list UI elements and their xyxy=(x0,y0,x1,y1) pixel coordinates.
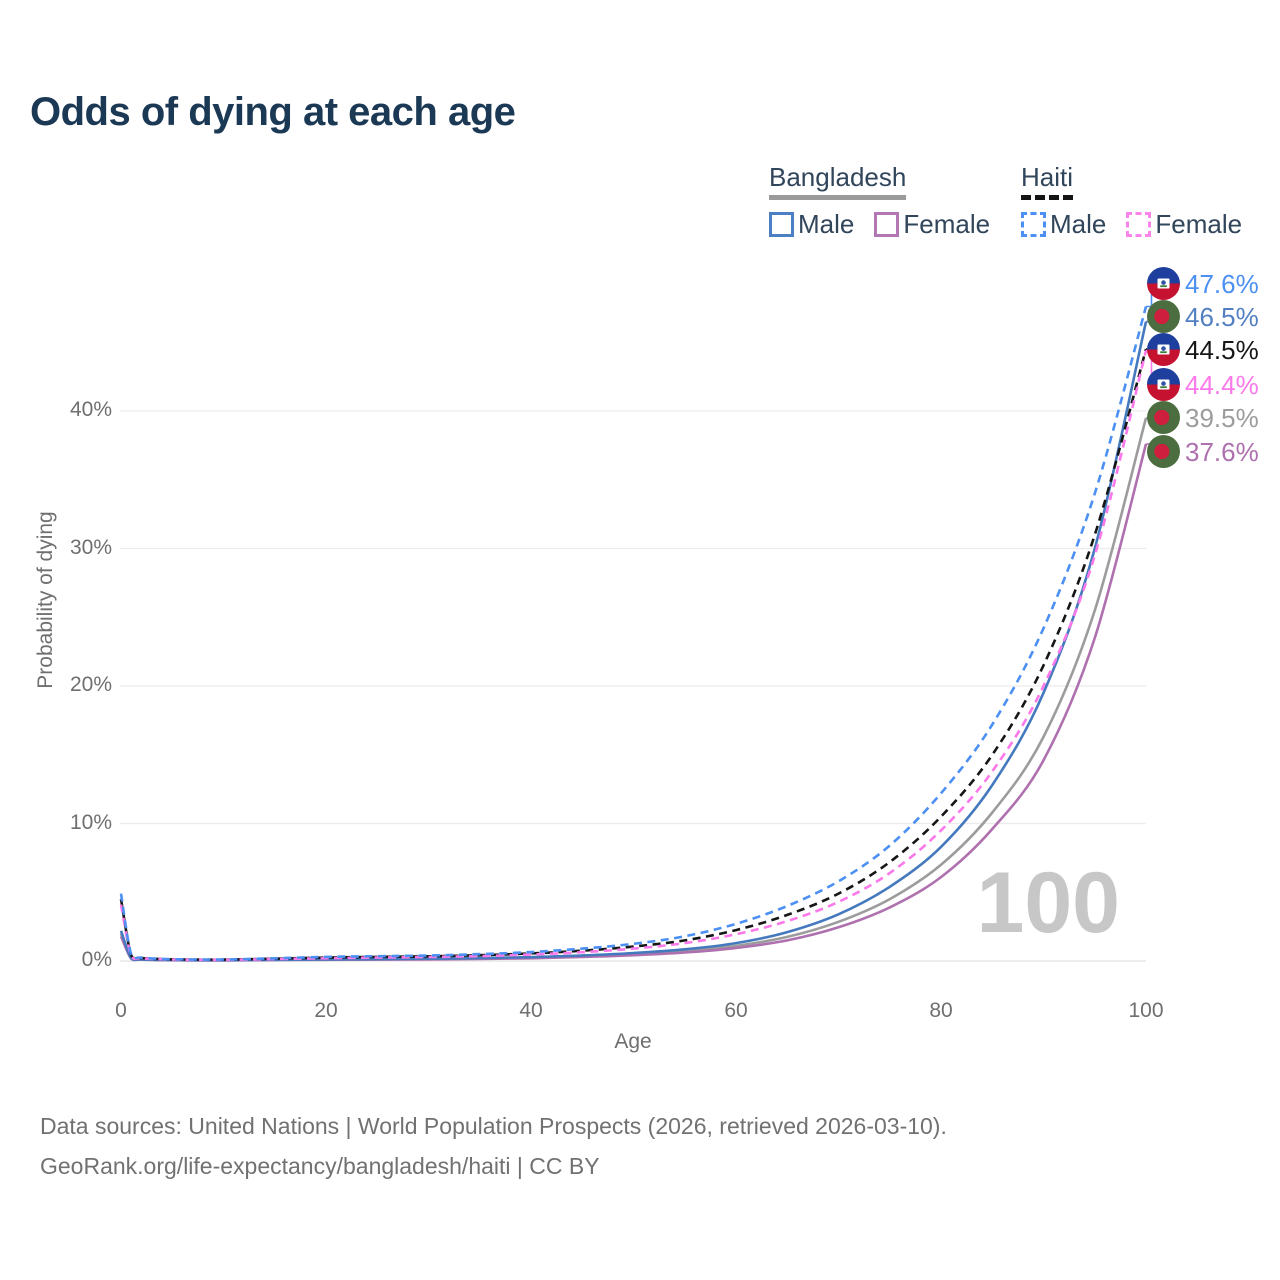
end-label-haiti-male: 47.6% xyxy=(1147,267,1259,300)
legend: Bangladesh Male Female Haiti Male Female xyxy=(769,163,1249,243)
legend-item-label: Female xyxy=(1155,208,1243,239)
x-tick-80: 80 xyxy=(929,999,953,1022)
legend-swatch-bangladesh-male xyxy=(769,211,794,237)
bangladesh-flag-icon xyxy=(1147,300,1180,333)
legend-item-haiti-male[interactable]: Male xyxy=(1021,209,1106,240)
legend-item-haiti-female[interactable]: Female xyxy=(1126,209,1242,240)
x-tick-100: 100 xyxy=(1128,999,1164,1022)
x-tick-0: 0 xyxy=(115,999,127,1022)
x-axis-title: Age xyxy=(614,1030,652,1053)
y-tick-20: 20% xyxy=(69,673,112,696)
y-tick-40: 40% xyxy=(69,398,112,421)
end-label-value: 46.5% xyxy=(1185,301,1259,332)
y-tick-0: 0% xyxy=(81,948,112,971)
age-counter-watermark: 100 xyxy=(976,855,1121,951)
end-label-value: 44.4% xyxy=(1185,369,1259,400)
legend-item-bangladesh-female[interactable]: Female xyxy=(874,209,990,240)
legend-item-label: Male xyxy=(798,208,855,239)
haiti-flag-icon xyxy=(1147,267,1180,300)
legend-item-bangladesh-male[interactable]: Male xyxy=(769,209,854,240)
legend-swatch-haiti-male xyxy=(1021,211,1046,237)
bangladesh-flag-icon xyxy=(1147,435,1180,468)
end-label-value: 44.5% xyxy=(1185,334,1259,365)
legend-swatch-haiti-female xyxy=(1126,211,1152,237)
end-label-value: 39.5% xyxy=(1185,402,1259,433)
haiti-flag-icon xyxy=(1147,333,1180,366)
x-tick-40: 40 xyxy=(519,999,543,1022)
end-label-bangladesh-male: 46.5% xyxy=(1147,300,1259,333)
legend-item-label: Female xyxy=(903,208,991,239)
y-tick-10: 10% xyxy=(69,810,112,834)
legend-item-label: Male xyxy=(1050,208,1107,239)
legend-group-haiti: Haiti Male Female xyxy=(1021,163,1242,240)
end-label-haiti-female: 44.4% xyxy=(1147,368,1259,401)
end-label-haiti-both: 44.5% xyxy=(1147,333,1259,366)
end-label-bangladesh-female: 37.6% xyxy=(1147,435,1259,468)
legend-group-title-haiti: Haiti xyxy=(1021,163,1074,200)
end-label-bangladesh-both: 39.5% xyxy=(1147,401,1259,434)
footer-data-sources: Data sources: United Nations | World Pop… xyxy=(40,1113,947,1139)
curve-haiti-male xyxy=(119,306,1148,961)
legend-group-bangladesh: Bangladesh Male Female xyxy=(769,163,990,240)
x-tick-60: 60 xyxy=(724,999,748,1022)
page-title: Odds of dying at each age xyxy=(30,90,516,134)
legend-group-title-bangladesh: Bangladesh xyxy=(769,163,907,200)
curve-haiti-female xyxy=(119,350,1148,962)
x-tick-20: 20 xyxy=(314,999,338,1022)
footer: Data sources: United Nations | World Pop… xyxy=(40,1106,947,1186)
end-label-value: 37.6% xyxy=(1185,436,1259,467)
legend-swatch-bangladesh-female xyxy=(874,211,900,237)
end-label-value: 47.6% xyxy=(1185,268,1259,299)
footer-attribution: GeoRank.org/life-expectancy/bangladesh/h… xyxy=(40,1153,600,1179)
haiti-flag-icon xyxy=(1147,368,1180,401)
y-tick-30: 30% xyxy=(69,535,112,559)
bangladesh-flag-icon xyxy=(1147,401,1180,434)
y-axis-title: Probability of dying xyxy=(34,511,57,689)
